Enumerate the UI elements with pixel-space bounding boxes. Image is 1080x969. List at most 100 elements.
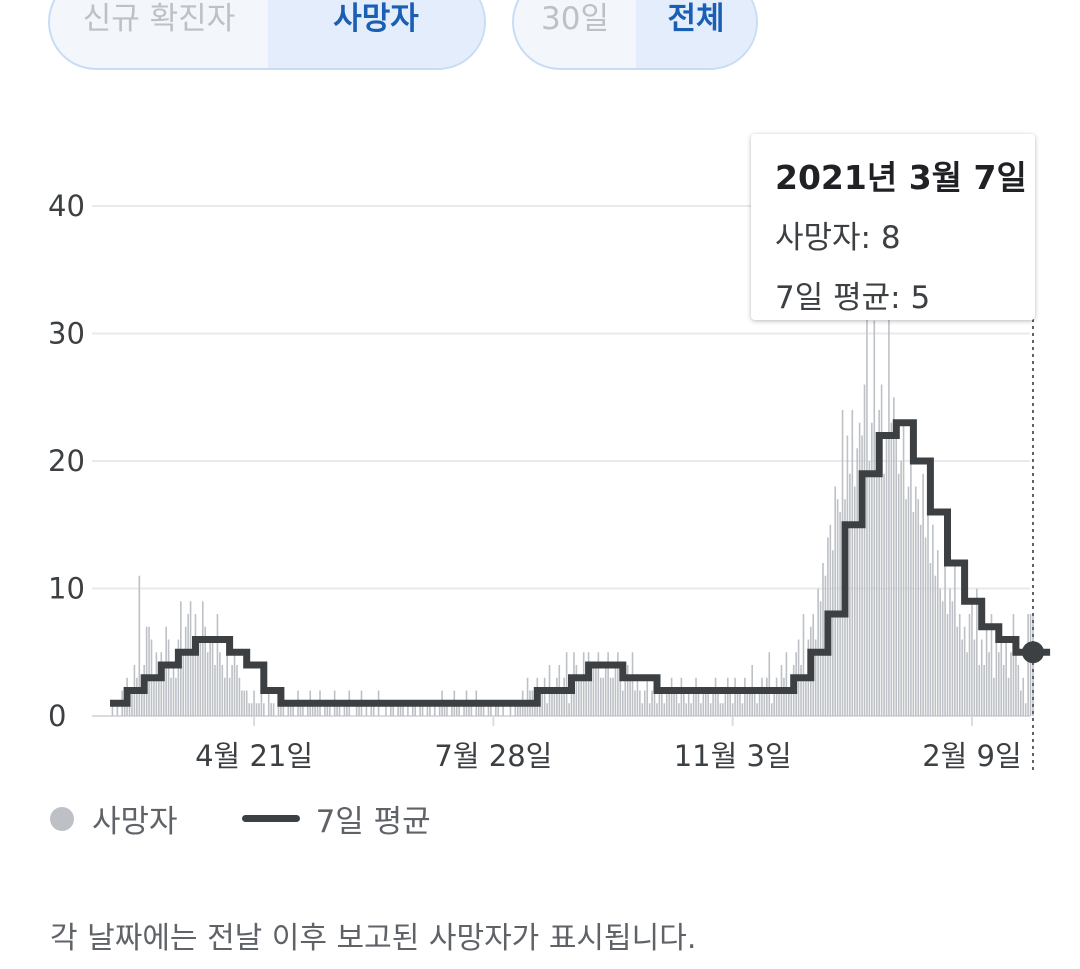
deaths-bar <box>895 435 898 716</box>
deaths-bar <box>893 397 895 716</box>
deaths-bar <box>722 703 724 716</box>
deaths-bar <box>734 677 736 716</box>
deaths-bar <box>328 703 331 716</box>
deaths-bar <box>219 652 221 716</box>
deaths-bar <box>314 703 316 716</box>
deaths-bar <box>458 703 460 716</box>
new-cases-option[interactable]: 신규 확진자 <box>82 1 236 37</box>
deaths-bar <box>233 652 236 716</box>
deaths-bar <box>983 665 985 716</box>
deaths-bar <box>438 703 441 716</box>
deaths-bar <box>973 639 976 716</box>
deaths-bar <box>702 690 705 716</box>
deaths-bar <box>514 703 517 716</box>
deaths-bar <box>355 703 358 716</box>
deaths-bar <box>228 677 231 716</box>
deaths-bar <box>182 652 185 716</box>
deaths-bar <box>902 422 905 716</box>
deaths-bar <box>253 690 255 716</box>
deaths-bar <box>1007 677 1010 716</box>
tooltip-deaths-value: 8 <box>880 220 901 256</box>
deaths-bar <box>707 690 710 716</box>
deaths-bar <box>463 703 465 716</box>
deaths-bar <box>1015 639 1017 716</box>
deaths-bar <box>497 703 500 716</box>
deaths-bar <box>1024 703 1027 716</box>
deaths-bar <box>963 626 966 716</box>
deaths-bar <box>145 626 148 716</box>
deaths-bar <box>897 473 900 716</box>
deaths-bar <box>192 639 194 716</box>
deaths-bar <box>800 665 802 716</box>
deaths-bar <box>238 677 241 716</box>
deaths-bar <box>1029 614 1032 716</box>
deaths-bar <box>744 677 746 716</box>
deaths-bar <box>856 448 858 716</box>
hover-cursor-dot <box>1022 641 1044 664</box>
deaths-bar <box>519 703 522 716</box>
deaths-bar <box>971 601 973 716</box>
deaths-bar <box>487 703 490 716</box>
seven-day-average-line <box>110 419 1051 707</box>
deaths-bar <box>927 512 929 716</box>
deaths-bar <box>724 690 727 716</box>
hover-tooltip: 2021년 3월 7일 사망자: 8 7일 평균: 5 <box>751 134 1035 320</box>
deaths-bar <box>607 652 609 716</box>
deaths-bar <box>946 614 949 716</box>
deaths-bar <box>255 703 258 716</box>
deaths-bar <box>204 626 207 716</box>
deaths-bar <box>1012 614 1015 716</box>
deaths-bar <box>968 614 971 716</box>
deaths-bar <box>697 690 700 716</box>
deaths-bar <box>385 703 387 716</box>
deaths-bar <box>626 665 629 716</box>
deaths-bar <box>600 677 602 716</box>
deaths-bar <box>951 601 954 716</box>
tooltip-average-value: 5 <box>910 280 931 316</box>
deaths-bar <box>731 703 734 716</box>
deaths-bar <box>978 665 981 716</box>
range-all-option[interactable]: 전체 <box>636 0 756 68</box>
deaths-bar <box>1000 626 1003 716</box>
deaths-bar <box>165 626 167 716</box>
deaths-bar <box>568 703 570 716</box>
deaths-bar <box>451 703 453 716</box>
deaths-bar <box>961 639 963 716</box>
deaths-bar <box>167 639 170 716</box>
deaths-option[interactable]: 사망자 <box>268 0 484 68</box>
deaths-bar <box>949 588 951 716</box>
legend-deaths-label: 사망자 <box>92 804 178 840</box>
deaths-bar <box>643 690 646 716</box>
deaths-bar <box>365 703 368 716</box>
deaths-bar <box>241 690 243 716</box>
deaths-bar <box>482 703 485 716</box>
deaths-chart[interactable]: 0 10 20 30 40 4월 21일 7월 28일 11월 3일 2월 9일 <box>0 0 1080 790</box>
deaths-bar <box>790 677 793 716</box>
deaths-bar <box>875 461 878 716</box>
deaths-bar <box>470 703 473 716</box>
deaths-bar <box>773 690 775 716</box>
deaths-bar <box>585 665 587 716</box>
deaths-bar <box>719 703 722 716</box>
deaths-bar <box>194 614 197 716</box>
deaths-bar <box>602 677 605 716</box>
deaths-bar <box>111 703 114 716</box>
deaths-bar <box>223 677 226 716</box>
deaths-bar <box>604 665 607 716</box>
deaths-bar <box>871 422 873 716</box>
deaths-bar <box>397 703 399 716</box>
deaths-bar <box>170 677 172 716</box>
range-30-days-option[interactable]: 30일 <box>541 1 609 37</box>
deaths-bar <box>175 677 177 716</box>
deaths-bar <box>763 690 766 716</box>
deaths-bar <box>614 665 617 716</box>
deaths-bar <box>685 703 688 716</box>
deaths-bar <box>653 690 656 716</box>
deaths-bar <box>836 499 839 716</box>
deaths-bar <box>831 550 834 716</box>
deaths-bar <box>495 703 497 716</box>
deaths-bar <box>944 537 946 716</box>
deaths-bar <box>468 703 470 716</box>
deaths-bar <box>739 690 741 716</box>
deaths-bar <box>399 703 402 716</box>
